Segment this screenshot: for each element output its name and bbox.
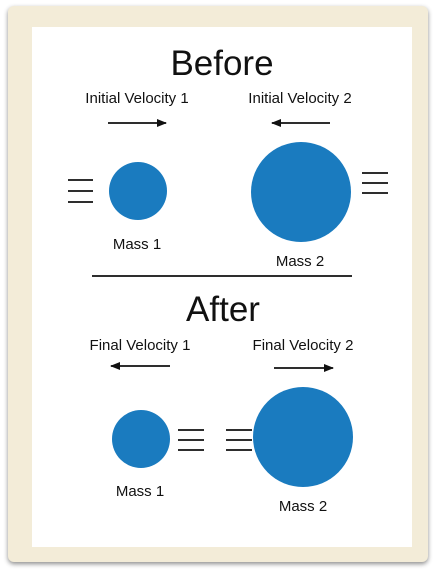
after-mass-2-label: Mass 2 — [278, 498, 328, 515]
before-mass-2-label: Mass 2 — [275, 253, 325, 270]
before-mass-1-ball — [109, 162, 167, 220]
before-title: Before — [170, 44, 274, 83]
before-mass-1-motion-lines-icon — [68, 179, 93, 203]
before-mass-2-motion-lines-icon — [362, 172, 388, 194]
after-mass-1-ball — [112, 410, 170, 468]
before-mass-1-label: Mass 1 — [112, 236, 162, 253]
initial-velocity-1-label: Initial Velocity 1 — [85, 90, 189, 107]
after-mass-1-label: Mass 1 — [115, 483, 165, 500]
after-title: After — [186, 290, 260, 329]
diagram-panel — [32, 27, 412, 547]
final-velocity-2-label: Final Velocity 2 — [252, 337, 354, 354]
initial-velocity-2-label: Initial Velocity 2 — [248, 90, 352, 107]
before-mass-2-ball — [251, 142, 351, 242]
after-mass-1-motion-lines-icon — [178, 429, 204, 451]
after-mass-2-ball — [253, 387, 353, 487]
final-velocity-1-label: Final Velocity 1 — [89, 337, 191, 354]
after-mass-2-motion-lines-icon — [226, 429, 252, 451]
